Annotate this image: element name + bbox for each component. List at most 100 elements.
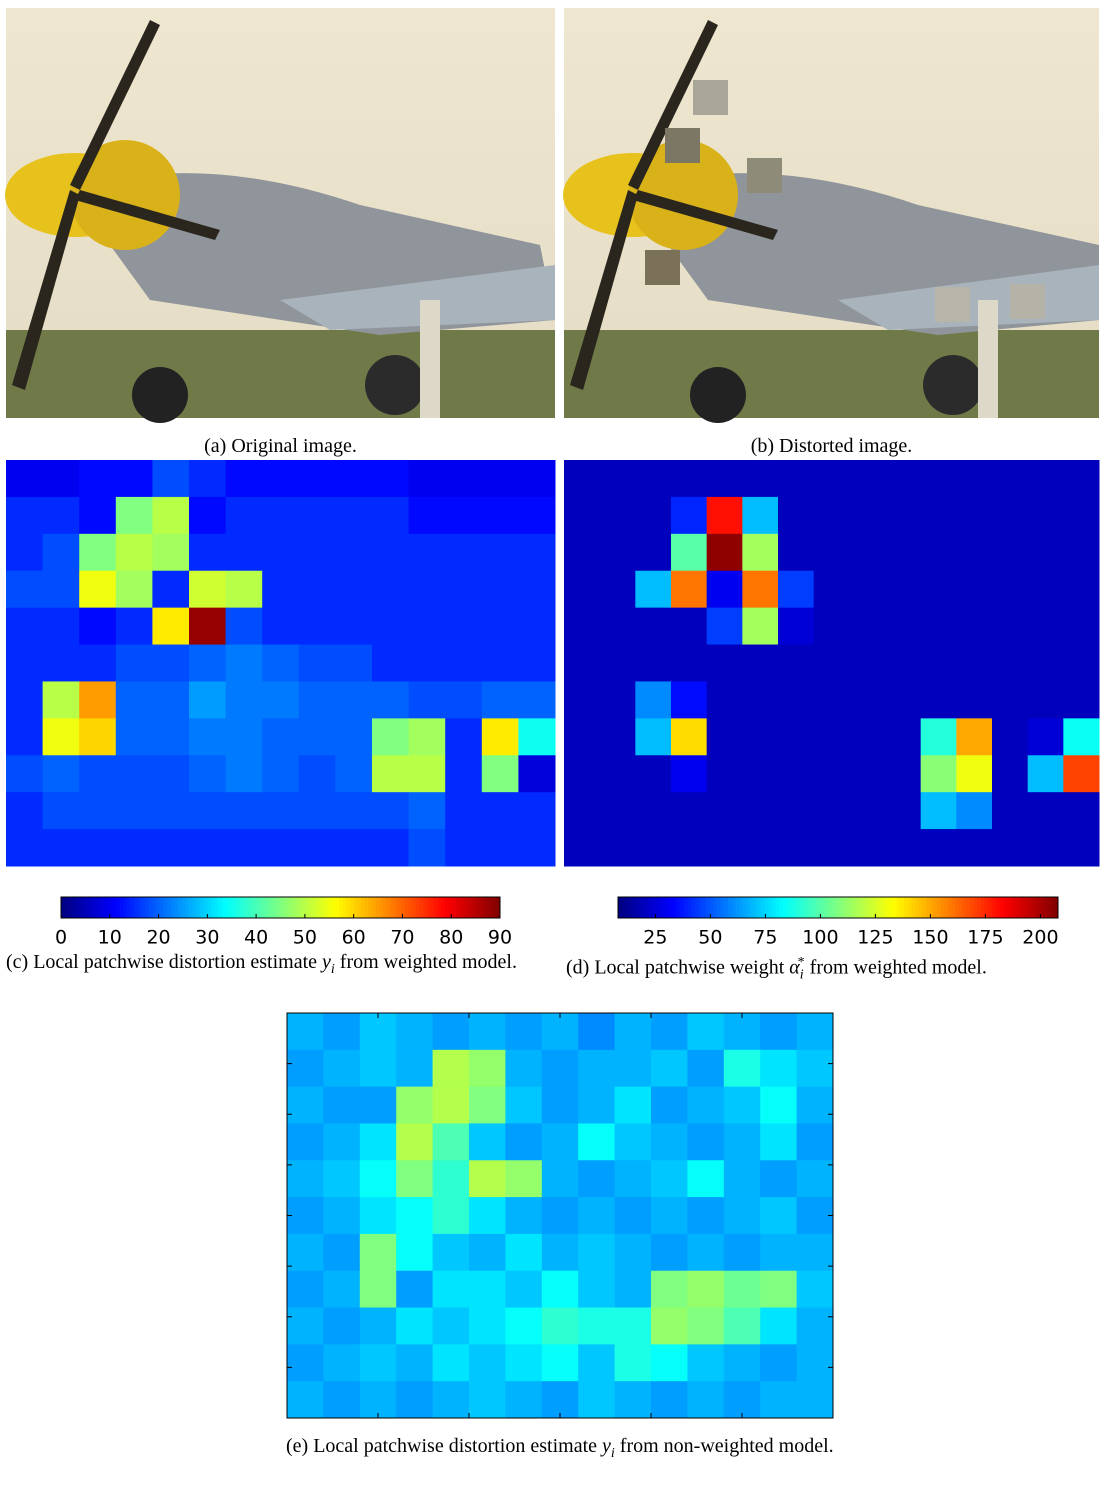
heatmap-cell [992, 681, 1028, 718]
colorbar-segment [919, 897, 923, 918]
colorbar-segment [757, 897, 761, 918]
heatmap-cell [396, 1381, 433, 1418]
heatmap-cell [849, 718, 885, 755]
heatmap-cell [1063, 681, 1099, 718]
heatmap-cell [469, 1234, 506, 1271]
colorbar-segment [207, 897, 211, 918]
colorbar-segment [83, 897, 87, 918]
heatmap-cell [360, 1308, 397, 1345]
colorbar-tick-label: 50 [293, 927, 317, 949]
heatmap-cell [262, 681, 299, 718]
photo-distorted [563, 8, 1099, 423]
heatmap-cell [287, 1234, 324, 1271]
colorbar-segment [926, 897, 930, 918]
heatmap-cell [885, 497, 921, 534]
heatmap-cell [43, 829, 80, 866]
heatmap-cell [742, 645, 778, 682]
heatmap-cell [323, 1308, 360, 1345]
heatmap-cell [43, 645, 80, 682]
colorbar-segment [805, 897, 809, 918]
heatmap-cell [849, 571, 885, 608]
heatmap-cell [396, 1271, 433, 1308]
heatmap-cell [578, 1344, 615, 1381]
colorbar-segment [284, 897, 288, 918]
heatmap-cell [742, 534, 778, 571]
heatmap-cell [262, 755, 299, 792]
heatmap-cell [299, 681, 336, 718]
heatmap-cell [152, 718, 189, 755]
heatmap-cell [1063, 645, 1099, 682]
heatmap-cell [671, 755, 707, 792]
heatmap-cell [814, 792, 850, 829]
heatmap-cell [43, 681, 80, 718]
heatmap-cell [724, 1344, 761, 1381]
heatmap-cell [372, 534, 409, 571]
colorbar-tick-label: 90 [488, 927, 512, 949]
heatmap-cell [600, 829, 636, 866]
heatmap-cell [518, 681, 555, 718]
colorbar-segment [251, 897, 255, 918]
heatmap-cell [518, 571, 555, 608]
heatmap-cell [651, 1308, 688, 1345]
heatmap-cell [433, 1160, 470, 1197]
heatmap-cell [43, 792, 80, 829]
caption-text: from weighted model. [805, 957, 987, 979]
colorbar-segment [944, 897, 948, 918]
heatmap-cell [671, 681, 707, 718]
heatmap-cell [262, 792, 299, 829]
colorbar-segment [647, 897, 651, 918]
colorbar-segment [1043, 897, 1047, 918]
heatmap-cell [578, 1123, 615, 1160]
heatmap-cell [651, 1087, 688, 1124]
heatmap-cell [564, 497, 600, 534]
heatmap-cell [482, 534, 519, 571]
colorbar-segment [420, 897, 424, 918]
heatmap-cell [635, 571, 671, 608]
heatmap-cell [323, 1381, 360, 1418]
colorbar-tick-label: 50 [698, 927, 722, 949]
heatmap-cell [409, 534, 446, 571]
heatmap-cell [482, 718, 519, 755]
colorbar-segment [160, 897, 164, 918]
heatmap-cell [226, 571, 263, 608]
heatmap-cell [43, 534, 80, 571]
heatmap-cell [542, 1087, 579, 1124]
colorbar-segment [684, 897, 688, 918]
heatmap-cell [518, 608, 555, 645]
heatmap-cell [335, 681, 372, 718]
colorbar-segment [416, 897, 420, 918]
caption: (a) Original image. [6, 434, 555, 459]
colorbar-segment [299, 897, 303, 918]
colorbar-tick-label: 80 [439, 927, 463, 949]
colorbar-tick-label: 70 [390, 927, 414, 949]
heatmap-cell [396, 1087, 433, 1124]
colorbar-tick-label: 0 [55, 927, 67, 949]
heatmap-cell [814, 718, 850, 755]
heatmap-cell [1063, 792, 1099, 829]
colorbar-segment [1018, 897, 1022, 918]
heatmap-cell [742, 718, 778, 755]
colorbar-segment [680, 897, 684, 918]
heatmap-cell [778, 792, 814, 829]
heatmap-cell [505, 1381, 542, 1418]
heatmap-cell [921, 718, 957, 755]
heatmap-cell [116, 645, 153, 682]
colorbar-segment [728, 897, 732, 918]
heatmap-cell [299, 497, 336, 534]
heatmap-cell [578, 1381, 615, 1418]
heatmap-cell [615, 1271, 652, 1308]
heatmap-cell [409, 460, 446, 497]
heatmap-cell [742, 460, 778, 497]
heatmap-cell [600, 718, 636, 755]
colorbar-segment [226, 897, 230, 918]
heatmap-cell [152, 681, 189, 718]
heatmap-cell [6, 718, 43, 755]
heatmap-cell [542, 1197, 579, 1234]
heatmap-cell [1028, 608, 1064, 645]
heatmap-cell [152, 534, 189, 571]
heatmap-cell [992, 571, 1028, 608]
colorbar-segment [233, 897, 237, 918]
heatmap-cell [299, 608, 336, 645]
heatmap-cell [372, 608, 409, 645]
heatmap-cell [814, 645, 850, 682]
